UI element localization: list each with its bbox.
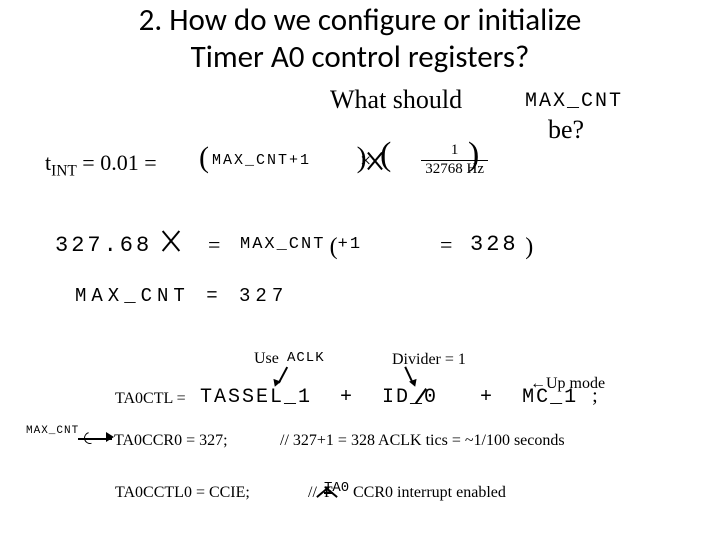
maxcnt-side-label: MAX_CNT xyxy=(26,425,79,437)
eq1-maxcnt: MAX_CNT+1 xyxy=(212,152,311,169)
lead-arrow xyxy=(106,432,114,442)
ta0ccr0-comment: // 327+1 = 328 ACLK tics = ~1/100 second… xyxy=(280,432,565,450)
eq2-rparen: ) xyxy=(525,234,533,260)
eq2-lhs: 327.68 xyxy=(55,233,152,258)
ta0cctl0-comment-prefix: // xyxy=(308,484,317,502)
strike-icon-2 xyxy=(158,228,184,254)
question-maxcnt: MAX_CNT xyxy=(525,90,623,113)
title-line2: Timer A0 control registers? xyxy=(191,38,530,76)
eq1-rparen2: ) xyxy=(468,136,479,174)
ta0ctl-value: TASSEL_1 + ID_0 + MC_1 ; xyxy=(200,385,600,409)
anno-divider: Divider = 1 xyxy=(392,351,466,369)
eq1-lparen: ( xyxy=(199,141,209,174)
anno-use: Use xyxy=(254,350,279,368)
eq2-eq1: = xyxy=(208,232,220,258)
scribble-icon xyxy=(82,430,98,446)
slide: 2. How do we configure or initialize Tim… xyxy=(0,0,720,540)
ta0cctl0-line: TA0CCTL0 = CCIE; xyxy=(115,484,250,502)
ctl-id: ID_0 xyxy=(382,386,438,409)
eq2-rhs: 328 xyxy=(470,232,519,257)
eq2-eq2: = xyxy=(440,232,452,258)
title-line: 2. How do we configure or initialize xyxy=(139,1,582,39)
question-be: be? xyxy=(548,115,584,145)
anno-aclk: ACLK xyxy=(287,350,325,366)
slide-title: 2. How do we configure or initialize Tim… xyxy=(0,2,720,75)
ta0cctl0-comment-rest: CCR0 interrupt enabled xyxy=(353,484,506,502)
strike-icon xyxy=(364,150,386,172)
ta0-correction: TA0 xyxy=(324,480,349,496)
t-int-sub: INT xyxy=(51,162,77,179)
ta0ccr0-line: TA0CCR0 = 327; xyxy=(114,432,228,450)
eq2-maxcnt: MAX_CNT +1 xyxy=(240,235,362,254)
t-int-lhs: tINT = 0.01 = xyxy=(45,150,157,180)
ctl-tassel: TASSEL_1 xyxy=(200,386,312,409)
ta0ctl-label: TA0CTL = xyxy=(115,390,186,408)
eq3: MAX_CNT = 327 xyxy=(75,285,288,307)
eq1-part: = 0.01 = xyxy=(82,150,156,175)
question-what-should: What should xyxy=(330,85,462,115)
ctl-mc: MC_1 xyxy=(522,386,578,409)
